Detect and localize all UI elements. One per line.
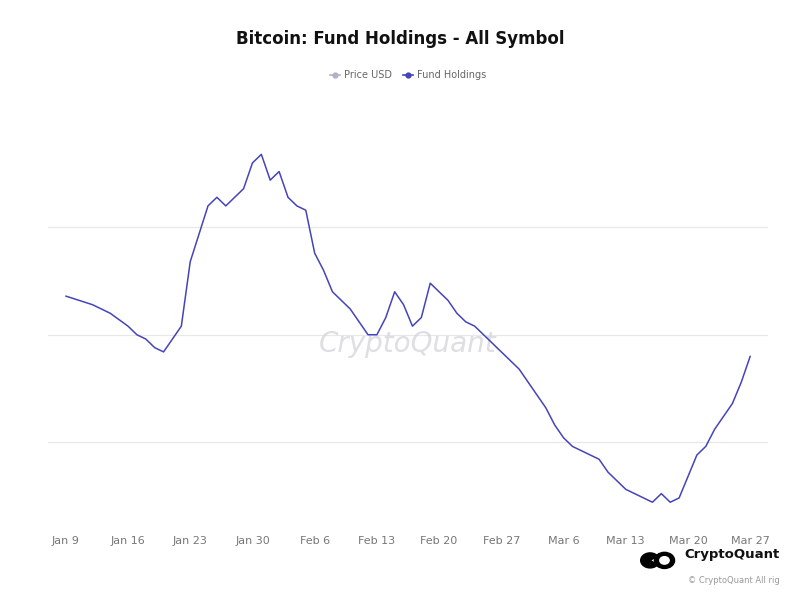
Text: CryptoQuant: CryptoQuant [685,548,780,561]
Circle shape [660,557,669,564]
Circle shape [654,553,674,568]
Text: Bitcoin: Fund Holdings - All Symbol: Bitcoin: Fund Holdings - All Symbol [236,30,564,48]
Wedge shape [641,553,658,568]
Legend: Price USD, Fund Holdings: Price USD, Fund Holdings [330,70,486,80]
Text: © CryptoQuant All rig: © CryptoQuant All rig [688,576,780,585]
Text: CryptoQuant: CryptoQuant [319,331,497,358]
